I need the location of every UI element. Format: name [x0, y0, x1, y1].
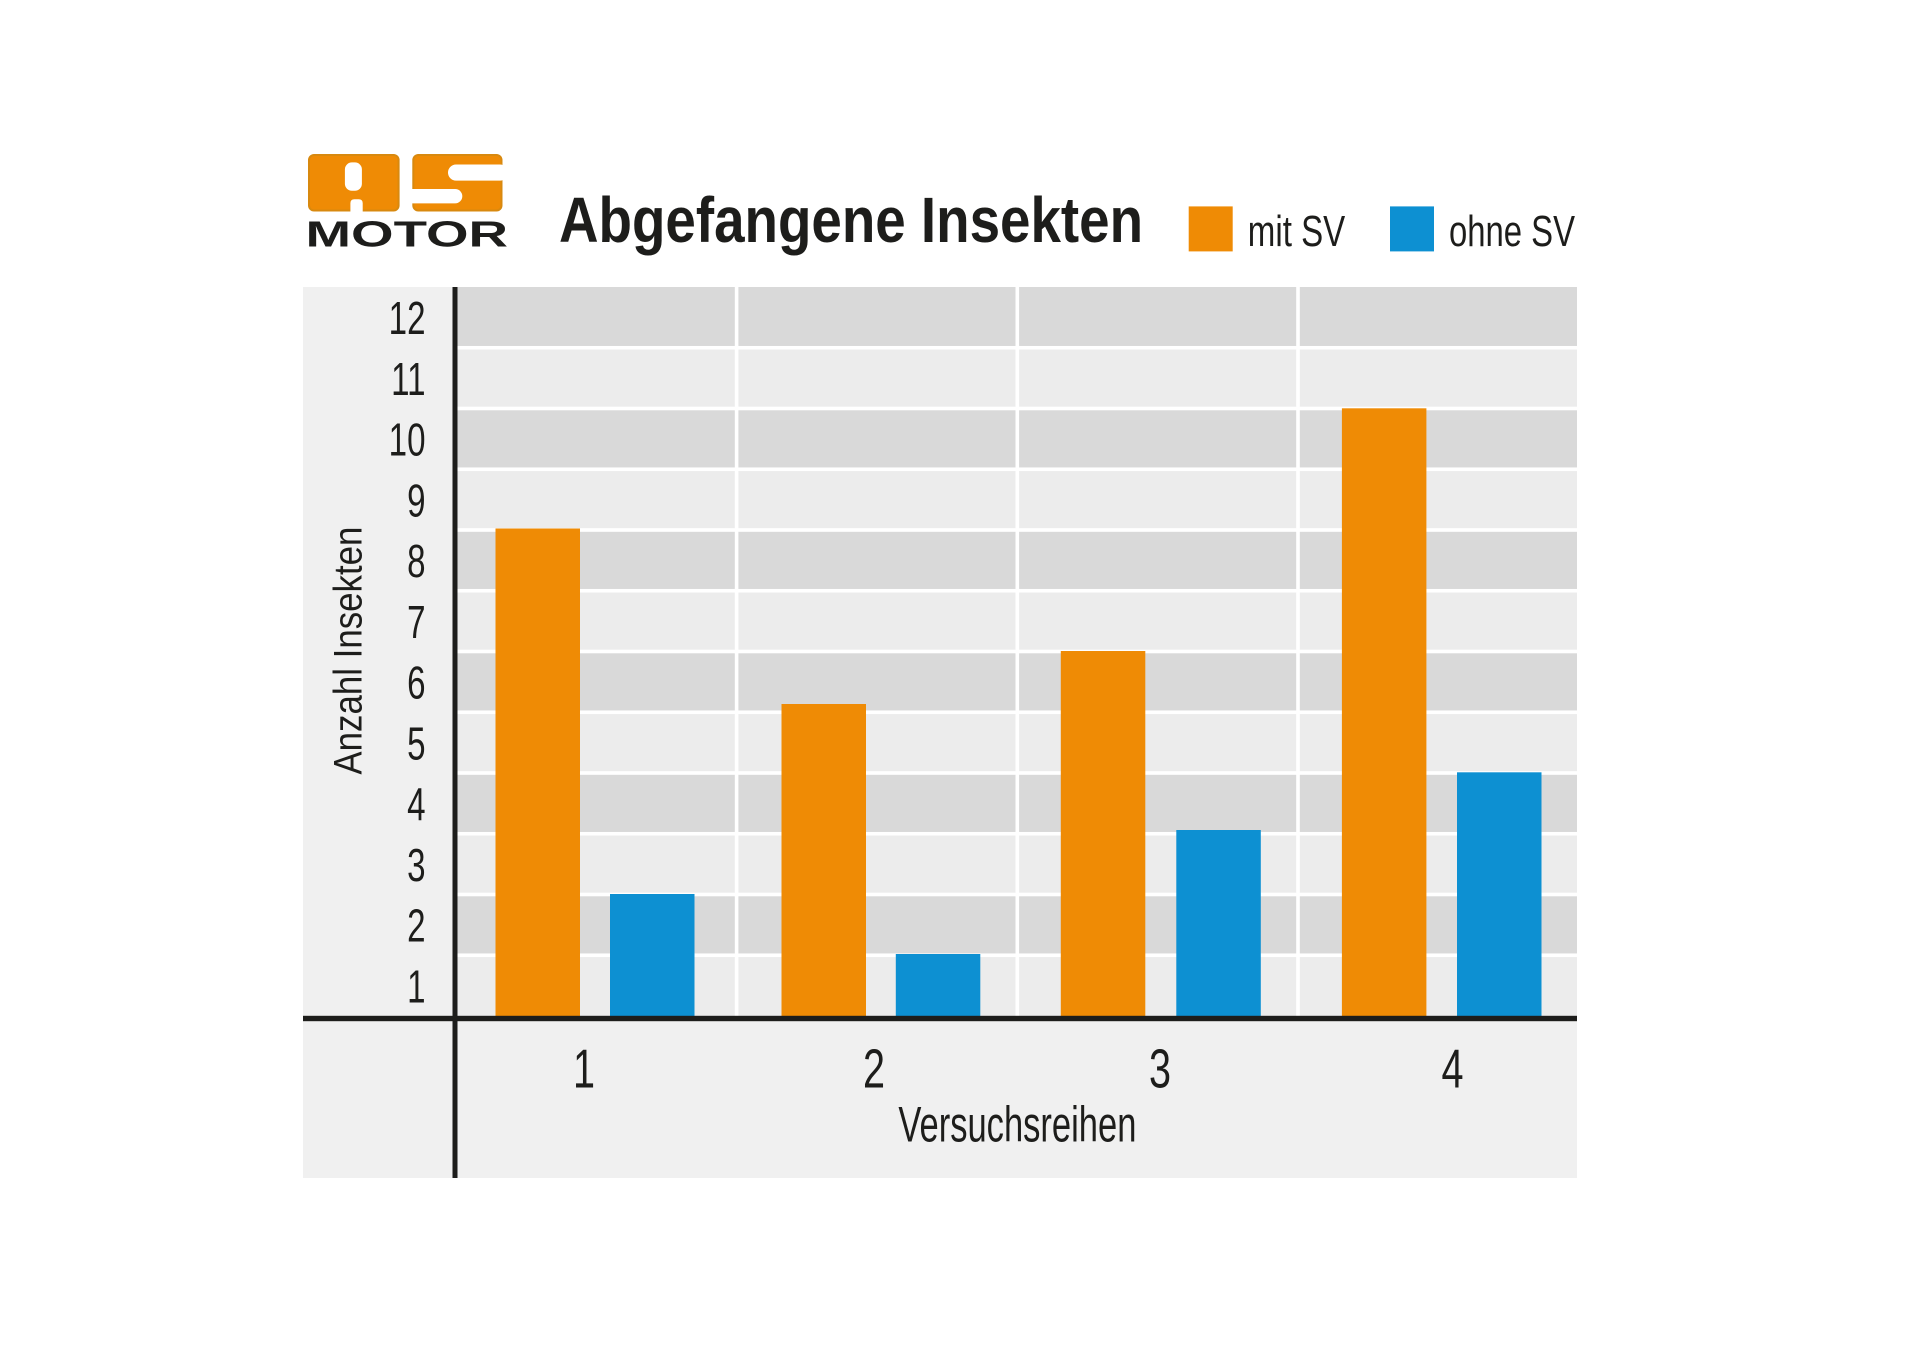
svg-text:10: 10: [389, 415, 426, 465]
svg-text:3: 3: [1149, 1039, 1171, 1100]
svg-text:Anzahl Insekten: Anzahl Insekten: [326, 527, 370, 775]
svg-text:2: 2: [863, 1039, 885, 1100]
svg-text:7: 7: [407, 598, 425, 648]
svg-text:1: 1: [573, 1039, 595, 1100]
svg-text:11: 11: [391, 355, 425, 405]
svg-text:5: 5: [407, 719, 425, 769]
svg-text:2: 2: [407, 901, 425, 951]
svg-text:9: 9: [407, 476, 425, 526]
svg-text:4: 4: [1441, 1039, 1463, 1100]
svg-text:6: 6: [407, 658, 425, 708]
svg-text:Versuchsreihen: Versuchsreihen: [898, 1097, 1136, 1153]
svg-text:MOTOR: MOTOR: [306, 214, 509, 255]
svg-text:1: 1: [407, 962, 425, 1012]
svg-text:12: 12: [389, 294, 426, 344]
svg-text:3: 3: [407, 841, 425, 891]
svg-text:8: 8: [407, 537, 425, 587]
svg-text:ohne SV: ohne SV: [1449, 207, 1575, 256]
svg-text:4: 4: [407, 780, 425, 830]
svg-text:Abgefangene Insekten: Abgefangene Insekten: [559, 184, 1143, 256]
svg-text:mit SV: mit SV: [1248, 207, 1346, 256]
